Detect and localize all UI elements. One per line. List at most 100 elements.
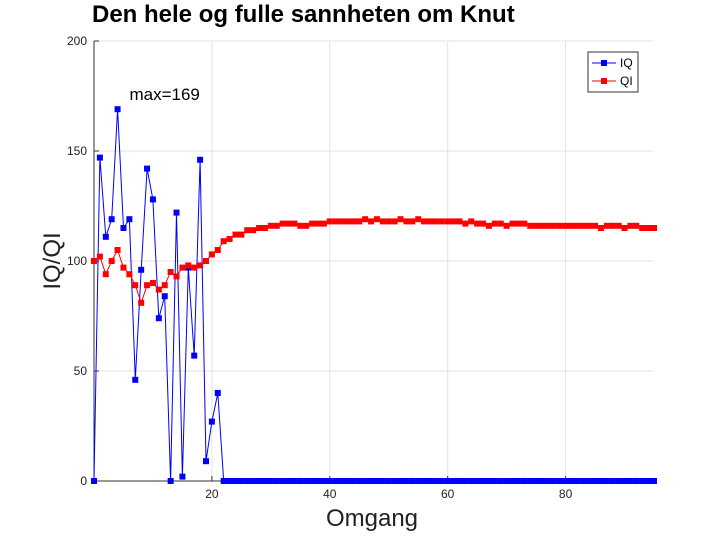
data-point-iq [173,209,180,216]
data-point-qi [132,282,139,289]
data-point-iq [250,478,257,484]
tick-labels: 20 40 60 80 0 50 100 150 200 [67,34,573,501]
data-point-qi [568,222,575,229]
data-point-qi [338,218,345,225]
data-point-qi [108,258,115,264]
data-point-iq [273,478,280,484]
data-point-qi [421,218,428,225]
data-point-iq [279,478,286,484]
data-point-iq [332,478,339,484]
data-point-iq [415,478,422,484]
data-point-qi [409,218,416,225]
data-point-qi [344,218,351,225]
data-point-iq [468,478,475,484]
data-point-iq [421,478,428,484]
data-point-iq [244,478,251,484]
data-point-iq [568,478,575,484]
data-point-qi [197,262,204,269]
data-point-qi [556,222,563,229]
data-point-qi [232,231,239,238]
x-tick-label: 60 [441,487,455,501]
data-point-iq [191,352,198,359]
data-point-iq [521,478,528,484]
data-point-iq [309,478,316,484]
data-point-iq [515,478,522,484]
data-point-qi [533,222,540,229]
data-point-iq [238,478,245,484]
data-point-iq [102,233,109,240]
x-axis-label: Omgang [326,505,418,532]
data-point-iq [155,315,162,322]
data-point-qi [303,222,310,229]
data-point-iq [509,478,516,484]
data-point-qi [185,262,192,269]
x-tick-label: 20 [205,487,219,501]
data-point-qi [609,222,616,229]
data-point-iq [527,478,534,484]
data-point-iq [261,478,268,484]
data-point-qi [603,222,610,229]
data-point-iq [621,478,628,484]
legend: IQ QI [587,51,639,93]
data-point-qi [450,218,457,225]
data-point-iq [379,478,386,484]
data-point-qi [91,258,97,264]
data-point-qi [368,218,375,225]
data-point-iq [574,478,581,484]
data-point-iq [609,478,616,484]
data-point-iq [615,478,622,484]
data-point-qi [403,218,410,225]
data-point-iq [315,478,321,484]
data-point-iq [586,478,593,484]
data-point-qi [203,258,209,264]
data-point-iq [91,478,97,484]
data-point-qi [651,225,657,231]
data-point-qi [468,218,475,225]
data-point-qi [562,222,569,229]
data-point-iq [550,478,557,484]
data-point-iq [161,293,168,300]
data-point-qi [320,220,327,227]
data-point-iq [297,478,304,484]
x-tick-label: 80 [559,487,573,501]
data-point-qi [149,280,156,286]
data-point-qi [191,264,198,271]
data-point-qi [379,218,386,225]
data-point-qi [250,227,257,234]
data-point-iq [480,478,487,484]
data-point-qi [309,220,316,227]
data-point-qi [438,218,445,225]
data-point-qi [645,225,652,231]
data-point-iq [320,478,327,484]
data-point-iq [427,478,433,484]
data-point-iq [344,478,351,484]
data-point-qi [144,282,151,289]
data-point-iq [362,478,369,484]
data-point-iq [197,156,204,163]
data-point-iq [291,478,298,484]
data-point-iq [391,478,398,484]
series-group [91,106,657,484]
data-point-iq [385,478,392,484]
data-point-qi [527,222,534,229]
y-tick-label: 100 [67,254,87,268]
y-tick-label: 150 [67,144,87,158]
data-point-qi [503,222,510,229]
data-point-qi [256,225,263,231]
data-point-qi [238,231,245,238]
data-point-iq [108,216,115,223]
data-point-qi [332,218,339,225]
data-point-iq [403,478,410,484]
data-point-iq [114,106,121,113]
data-point-iq [497,478,504,484]
data-point-iq [356,478,363,484]
data-point-qi [120,264,127,271]
data-point-iq [544,478,551,484]
data-point-iq [627,478,634,484]
data-point-iq [373,478,380,484]
data-point-qi [126,271,133,278]
data-point-iq [179,473,186,480]
data-point-iq [603,478,610,484]
data-point-iq [503,478,510,484]
data-point-qi [385,218,392,225]
